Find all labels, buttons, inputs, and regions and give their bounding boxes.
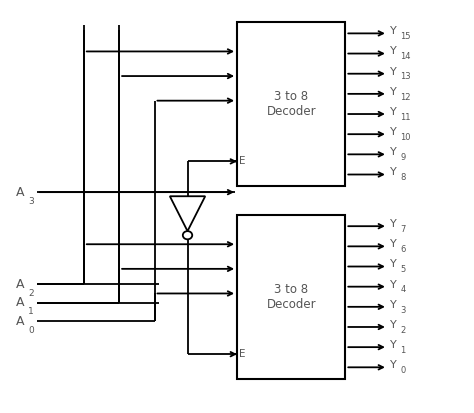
Text: Y: Y — [390, 360, 397, 370]
Text: 0: 0 — [401, 366, 406, 375]
Text: Y: Y — [390, 219, 397, 229]
Text: 12: 12 — [401, 93, 411, 102]
Text: 15: 15 — [401, 32, 411, 41]
Text: 3 to 8
Decoder: 3 to 8 Decoder — [266, 283, 316, 311]
Text: 1: 1 — [28, 307, 34, 316]
Text: Y: Y — [390, 87, 397, 97]
Text: Y: Y — [390, 259, 397, 269]
Text: 13: 13 — [401, 73, 411, 81]
Text: 5: 5 — [401, 265, 406, 274]
Text: Y: Y — [390, 107, 397, 117]
Text: 10: 10 — [401, 133, 411, 142]
Text: 0: 0 — [28, 326, 34, 335]
Text: 8: 8 — [401, 173, 406, 182]
Text: 1: 1 — [401, 346, 406, 355]
Circle shape — [183, 231, 192, 239]
Text: Y: Y — [390, 66, 397, 77]
Text: Y: Y — [390, 47, 397, 57]
Text: 2: 2 — [401, 326, 406, 335]
Bar — [237, 22, 346, 186]
Text: 9: 9 — [401, 153, 406, 162]
Text: Y: Y — [390, 239, 397, 249]
Text: 11: 11 — [401, 113, 411, 122]
Text: Y: Y — [390, 280, 397, 290]
Text: 3: 3 — [401, 306, 406, 315]
Text: A: A — [16, 315, 24, 328]
Text: E: E — [239, 157, 246, 166]
Text: 2: 2 — [28, 289, 34, 298]
Text: A: A — [16, 297, 24, 309]
Text: 6: 6 — [401, 245, 406, 254]
Text: Y: Y — [390, 340, 397, 350]
Text: 3 to 8
Decoder: 3 to 8 Decoder — [266, 90, 316, 118]
Polygon shape — [170, 196, 205, 231]
Text: 3: 3 — [28, 197, 34, 206]
Text: Y: Y — [390, 167, 397, 178]
Text: Y: Y — [390, 26, 397, 36]
Text: A: A — [16, 278, 24, 291]
Text: E: E — [239, 349, 246, 359]
Bar — [237, 215, 346, 379]
Text: Y: Y — [390, 127, 397, 137]
Text: A: A — [16, 185, 24, 199]
Text: 4: 4 — [401, 285, 406, 294]
Text: Y: Y — [390, 147, 397, 157]
Text: 14: 14 — [401, 52, 411, 61]
Text: Y: Y — [390, 320, 397, 330]
Text: 7: 7 — [401, 225, 406, 234]
Text: Y: Y — [390, 300, 397, 310]
